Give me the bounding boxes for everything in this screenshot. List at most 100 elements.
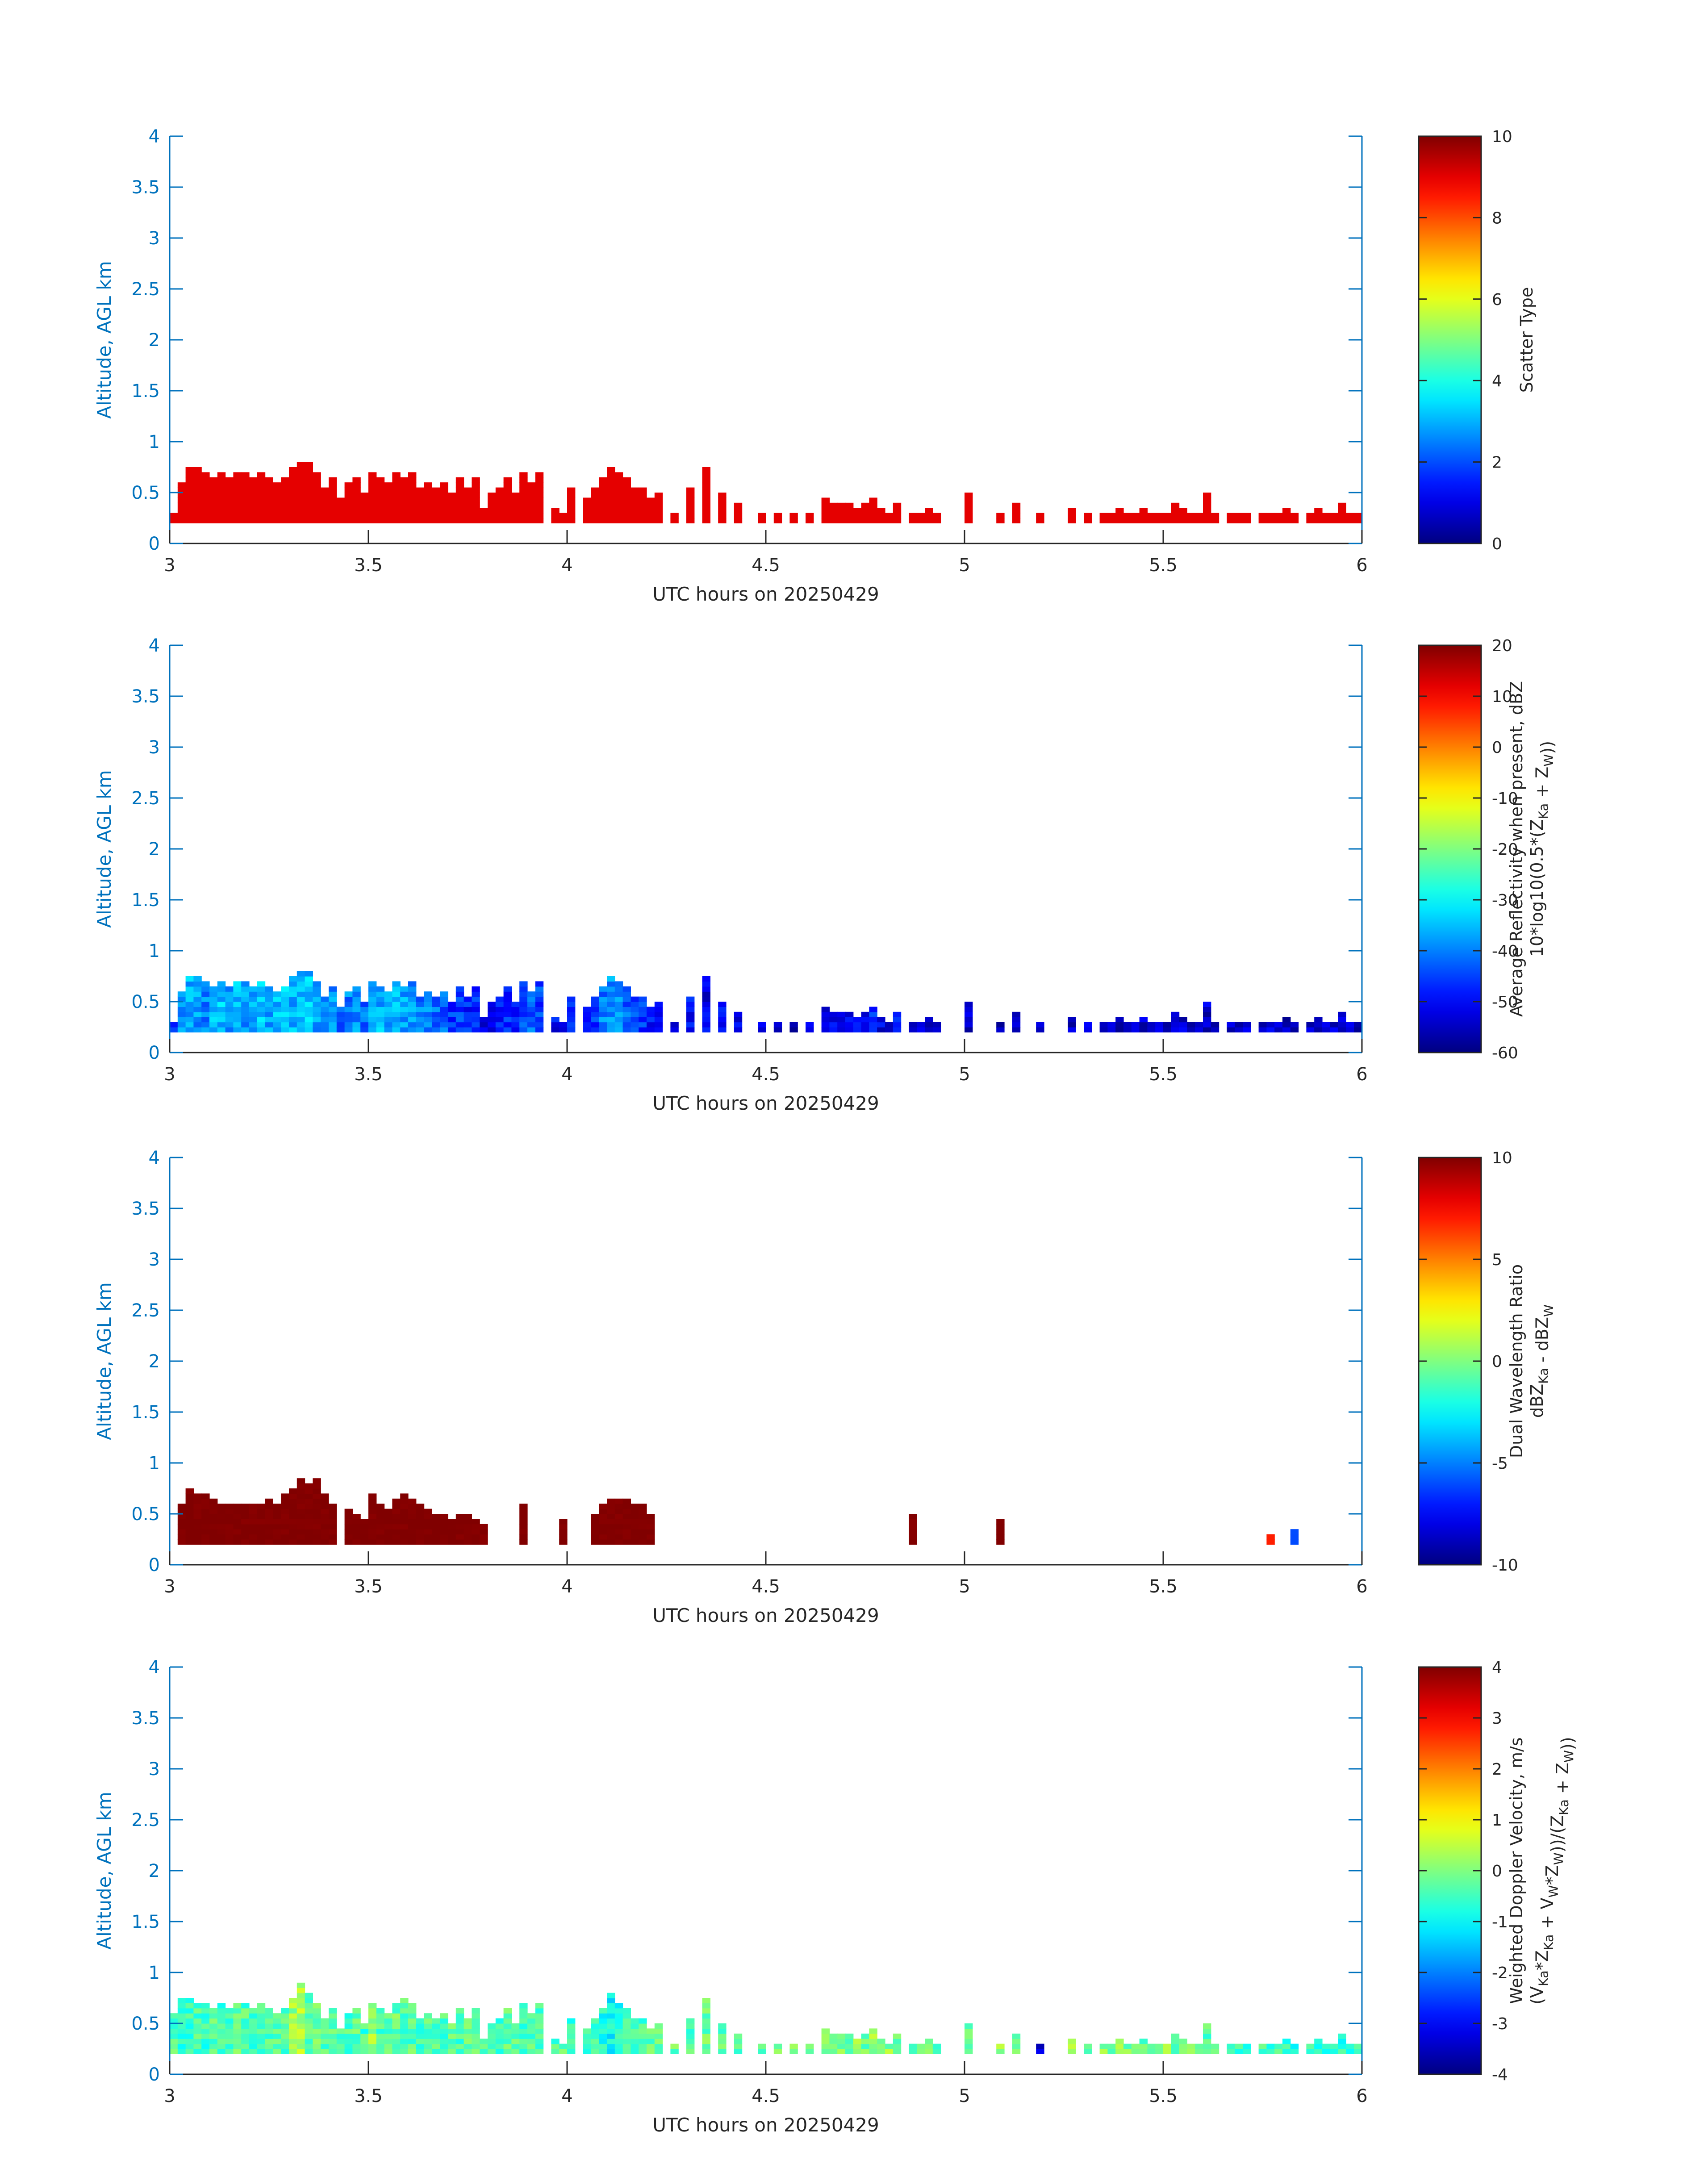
data-cell: [344, 1007, 353, 1012]
data-cell: [313, 2003, 321, 2009]
data-cell: [368, 472, 377, 478]
data-cell: [599, 482, 607, 488]
data-cell: [1346, 518, 1354, 523]
data-cell: [416, 2033, 425, 2039]
data-cell: [233, 482, 242, 488]
data-cell: [877, 1022, 885, 1028]
data-cell: [1179, 1027, 1187, 1032]
data-cell: [273, 482, 281, 488]
data-cell: [607, 2003, 615, 2009]
data-cell: [440, 1519, 448, 1525]
data-cell: [257, 981, 266, 987]
data-cell: [464, 1017, 472, 1023]
data-cell: [622, 1519, 631, 1525]
data-cell: [718, 497, 727, 503]
data-cell: [599, 493, 607, 498]
data-cell: [535, 513, 544, 518]
data-cell: [392, 981, 401, 987]
data-cell: [1266, 1539, 1275, 1545]
data-cell: [201, 991, 210, 997]
data-cell: [392, 2003, 401, 2009]
data-cell: [965, 502, 973, 508]
data-cell: [384, 513, 393, 518]
data-cell: [614, 508, 623, 514]
data-cell: [1227, 1022, 1235, 1028]
data-cell: [313, 2013, 321, 2019]
data-cell: [321, 508, 329, 514]
data-cell: [909, 1022, 917, 1028]
data-cell: [591, 518, 599, 523]
data-cell: [1123, 1022, 1132, 1028]
data-cell: [527, 2013, 536, 2019]
data-cell: [296, 976, 305, 982]
data-cell: [1322, 1027, 1331, 1032]
data-cell: [233, 1519, 242, 1525]
x-tick-label: 4: [561, 1576, 572, 1597]
data-cell: [225, 2039, 234, 2044]
data-cell: [1211, 518, 1219, 523]
data-cell: [448, 1519, 456, 1525]
data-cell: [837, 1022, 846, 1028]
data-cell: [614, 2049, 623, 2054]
data-cell: [702, 472, 710, 478]
data-cell: [455, 2008, 464, 2014]
data-cell: [257, 1524, 266, 1529]
data-cell: [249, 1017, 258, 1023]
data-cell: [535, 518, 544, 523]
data-cell: [567, 1022, 576, 1028]
data-cell: [639, 1007, 647, 1012]
data-cell: [321, 1007, 329, 1012]
data-cell: [1084, 513, 1092, 518]
data-cell: [305, 971, 313, 977]
x-tick-label: 5: [959, 1576, 970, 1597]
data-cell: [647, 1519, 655, 1525]
data-cell: [265, 1022, 273, 1028]
data-cell: [376, 996, 385, 1002]
data-cell: [424, 1027, 432, 1032]
data-cell: [265, 1534, 273, 1540]
data-cell: [559, 2049, 568, 2054]
data-cell: [1084, 1027, 1092, 1032]
data-cell: [1290, 2049, 1299, 2054]
data-cell: [344, 482, 353, 488]
data-cell: [614, 1514, 623, 1519]
data-cell: [416, 518, 425, 523]
data-cell: [336, 1022, 345, 1028]
data-cell: [893, 1017, 902, 1023]
data-cell: [249, 2028, 258, 2034]
data-cell: [313, 1017, 321, 1023]
data-cell: [177, 502, 186, 508]
data-cell: [527, 2018, 536, 2024]
data-cell: [1171, 1027, 1180, 1032]
data-cell: [511, 502, 520, 508]
data-cell: [472, 2033, 480, 2039]
data-cell: [408, 482, 417, 488]
data-cell: [400, 513, 409, 518]
data-cell: [289, 2039, 297, 2044]
data-cell: [527, 497, 536, 503]
data-cell: [289, 502, 297, 508]
y-tick-label: 2.5: [131, 788, 160, 809]
data-cell: [869, 2039, 877, 2044]
data-cell: [352, 1529, 361, 1535]
data-cell: [654, 1007, 663, 1012]
data-cell: [368, 1027, 377, 1032]
data-cell: [622, 2008, 631, 2014]
data-cell: [535, 2028, 544, 2034]
data-cell: [185, 487, 194, 493]
data-cell: [599, 1504, 607, 1509]
data-cell: [185, 1027, 194, 1032]
data-cell: [631, 1519, 639, 1525]
data-cell: [193, 493, 202, 498]
data-cell: [829, 2039, 838, 2044]
data-cell: [1338, 508, 1346, 514]
data-cell: [631, 2033, 639, 2039]
data-cell: [1099, 518, 1108, 523]
data-cell: [622, 1508, 631, 1514]
data-cell: [265, 2033, 273, 2039]
data-cell: [607, 1002, 615, 1007]
colorbar-gradient: [1418, 135, 1482, 544]
data-cell: [511, 2023, 520, 2029]
data-cell: [718, 2049, 727, 2054]
data-cell: [185, 467, 194, 472]
